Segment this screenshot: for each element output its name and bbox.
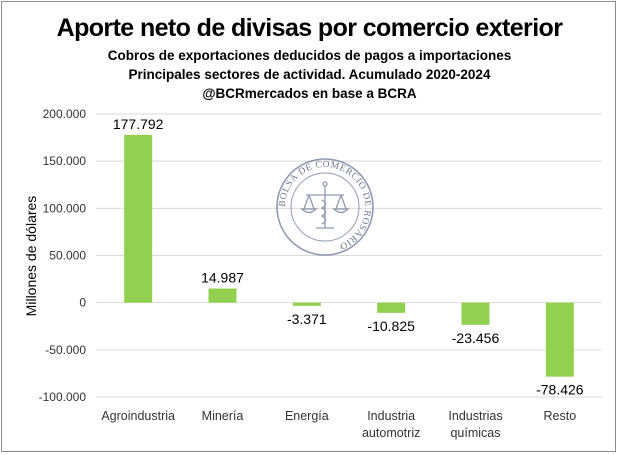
bar: [208, 288, 237, 303]
bcr-seal-watermark: BOLSA DE COMERCIO DE ROSARIO: [276, 158, 374, 256]
data-label: -23.456: [452, 330, 500, 346]
data-labels: 177.792 14.987 -3.371 -10.825 -23.456 -78.426: [113, 116, 584, 398]
bars: [124, 134, 574, 377]
bar: [124, 134, 153, 303]
chart-subtitle-2: Principales sectores de actividad. Acumu…: [128, 67, 491, 82]
data-label: 14.987: [201, 270, 244, 286]
bar: [545, 302, 574, 377]
y-tick-label: 200.000: [43, 107, 87, 121]
y-tick-label: 100.000: [43, 201, 87, 215]
x-tick-label: Resto: [544, 409, 577, 423]
x-tick-label: Industrias: [448, 409, 502, 423]
bar: [292, 302, 321, 306]
chart-source: @BCRmercados en base a BCRA: [202, 86, 417, 101]
y-tick-label: -50.000: [45, 343, 86, 357]
gridlines: [96, 113, 602, 398]
chart-title: Aporte neto de divisas por comercio exte…: [56, 14, 563, 42]
data-label: -10.825: [367, 318, 415, 334]
x-axis: Agroindustria Minería Energía Industria auto…: [101, 409, 576, 440]
y-axis-label: Millones de dólares: [23, 196, 39, 317]
y-axis: 200.000 150.000 100.000 50.000 0 -50.000 -100.…: [39, 107, 87, 404]
x-tick-label: Energía: [285, 409, 329, 423]
bar: [377, 302, 406, 313]
x-tick-label: Minería: [202, 409, 244, 423]
y-tick-label: 50.000: [49, 249, 86, 263]
data-label: -78.426: [536, 382, 584, 398]
x-tick-label: automotriz: [362, 426, 420, 440]
x-tick-label: químicas: [450, 426, 500, 440]
x-tick-label: Agroindustria: [101, 409, 175, 423]
y-tick-label: 150.000: [43, 154, 87, 168]
scales-of-justice-icon: [300, 181, 350, 229]
y-tick-label: -100.000: [39, 390, 87, 404]
chart-subtitle-1: Cobros de exportaciones deducidos de pag…: [107, 48, 512, 63]
data-label: 177.792: [113, 116, 164, 132]
x-tick-label: Industria: [367, 409, 415, 423]
y-tick-label: 0: [79, 296, 86, 310]
bar: [461, 302, 490, 325]
data-label: -3.371: [287, 311, 327, 327]
